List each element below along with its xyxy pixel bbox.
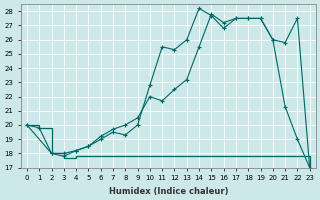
X-axis label: Humidex (Indice chaleur): Humidex (Indice chaleur): [108, 187, 228, 196]
